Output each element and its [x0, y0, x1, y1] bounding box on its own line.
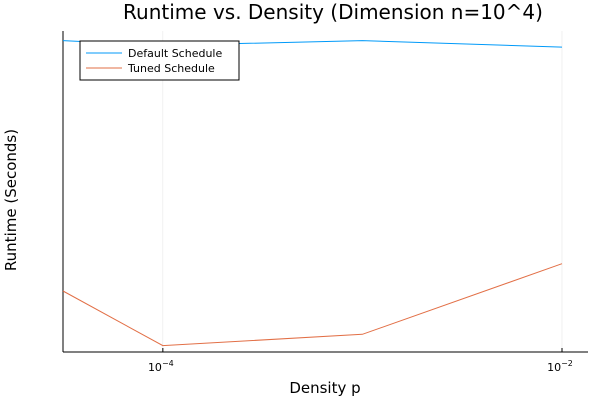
x-tick-label-1: 10−2: [547, 359, 573, 374]
axes: [62, 31, 588, 353]
legend-label-0: Default Schedule: [128, 47, 222, 60]
x-tick-label-0: 10−4: [148, 359, 174, 374]
legend: Default Schedule Tuned Schedule: [79, 40, 240, 81]
series-0-point-2: [360, 39, 364, 43]
series-line-1: [62, 263, 563, 347]
series-0-point-3: [560, 45, 564, 49]
x-tick-exponent-1: −2: [561, 359, 573, 368]
series-1-point-0: [61, 289, 65, 293]
grid: [162, 31, 563, 352]
x-axis-label: Density p: [289, 379, 360, 397]
y-axis-label: Runtime (Seconds): [2, 129, 20, 271]
series-0-point-0: [61, 39, 65, 43]
series-1-point-3: [560, 262, 564, 266]
legend-box: [79, 40, 240, 81]
chart-title: Runtime vs. Density (Dimension n=10^4): [123, 0, 543, 24]
series-1-point-2: [360, 332, 364, 336]
series-lines: [61, 39, 564, 348]
x-tick-exponent-0: −4: [162, 359, 174, 368]
series-1-point-1: [161, 344, 165, 348]
legend-label-1: Tuned Schedule: [127, 62, 215, 75]
